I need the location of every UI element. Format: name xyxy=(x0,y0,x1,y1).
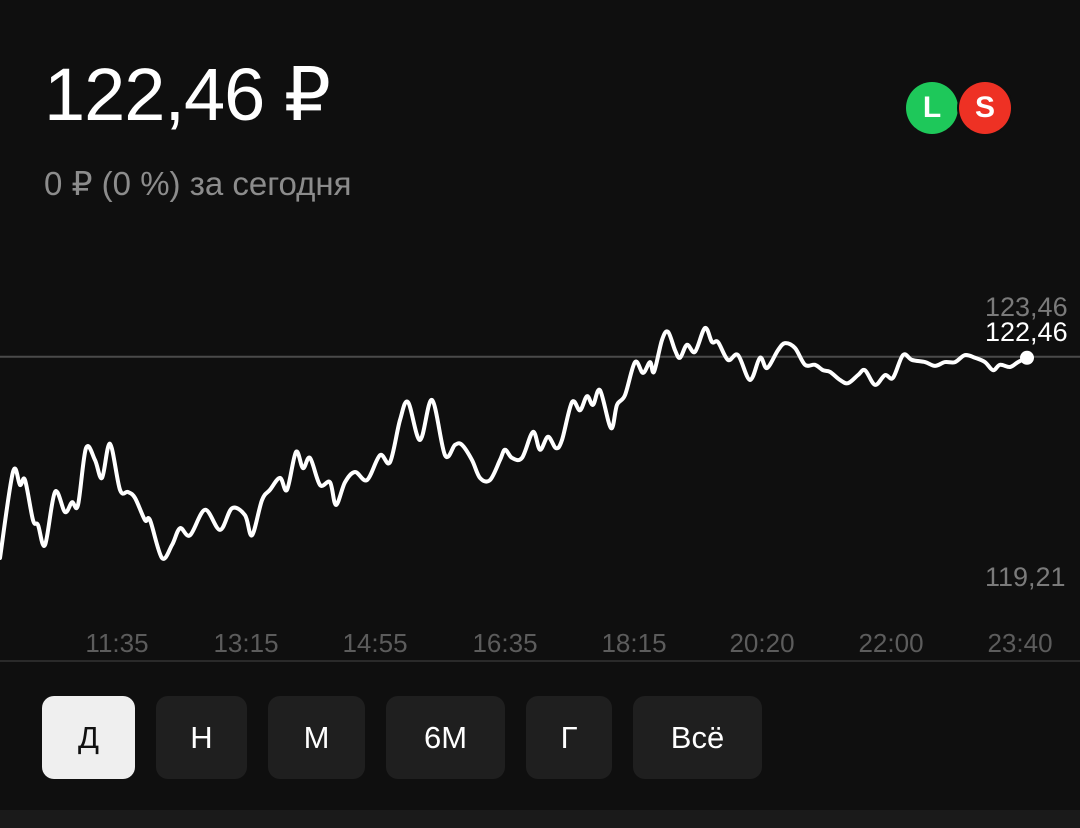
bottom-panel xyxy=(0,810,1080,828)
price-line xyxy=(0,325,1029,561)
period-day-button[interactable]: Д xyxy=(42,696,135,779)
last-price-dot xyxy=(1020,350,1034,365)
period-year-button[interactable]: Г xyxy=(526,696,612,779)
period-all-button[interactable]: Всё xyxy=(633,696,762,779)
x-tick-label: 11:35 xyxy=(85,628,149,658)
current-price: 122,46 ₽ xyxy=(44,53,331,136)
price-chart[interactable] xyxy=(0,0,1080,660)
period-month-button[interactable]: М xyxy=(268,696,365,779)
y-max-label: 123,46 xyxy=(985,292,1068,322)
period-week-button[interactable]: Н xyxy=(156,696,247,779)
period-6m-button[interactable]: 6М xyxy=(386,696,505,779)
daily-change: 0 ₽ (0 %) за сегодня xyxy=(44,165,352,202)
x-tick-label: 23:40 xyxy=(987,628,1053,658)
long-badge-icon: L xyxy=(906,82,958,134)
y-min-label: 119,21 xyxy=(985,562,1066,592)
x-tick-label: 14:55 xyxy=(342,628,408,658)
short-badge-icon: S xyxy=(959,82,1011,134)
y-current-label: 122,46 xyxy=(985,317,1068,347)
x-tick-label: 18:15 xyxy=(601,628,667,658)
x-tick-label: 20:20 xyxy=(729,628,795,658)
divider xyxy=(0,660,1080,662)
x-tick-label: 22:00 xyxy=(858,628,924,658)
x-tick-label: 16:35 xyxy=(472,628,538,658)
x-tick-label: 13:15 xyxy=(213,628,279,658)
